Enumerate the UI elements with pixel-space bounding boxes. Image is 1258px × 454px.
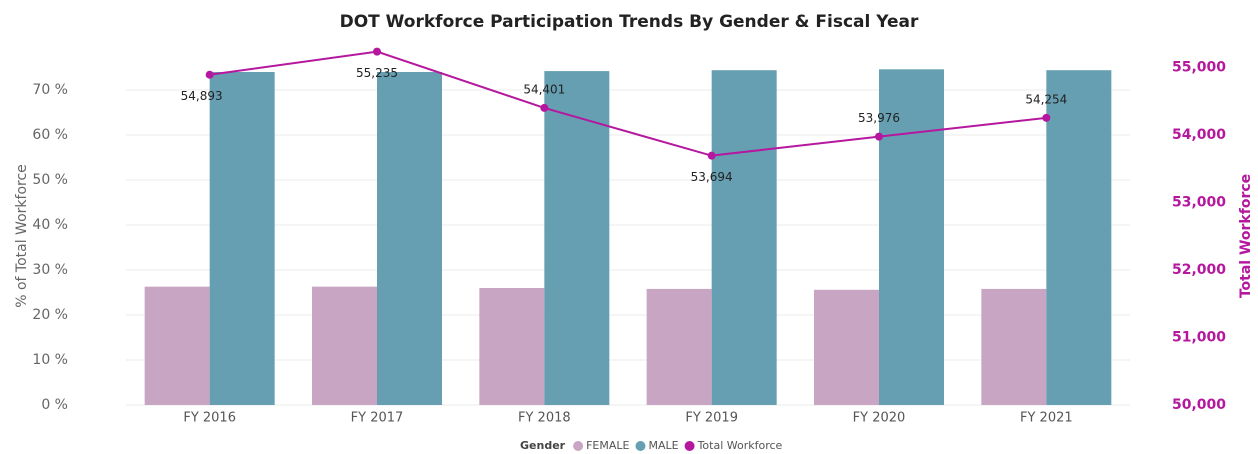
y2-tick-label: 54,000 — [1172, 127, 1226, 143]
x-tick-label: FY 2020 — [853, 411, 906, 426]
data-label: 55,235 — [356, 66, 398, 80]
legend-title: Gender — [520, 439, 566, 452]
legend-swatch — [684, 441, 695, 451]
legend-label: Total Workforce — [697, 439, 783, 452]
bar — [879, 69, 944, 406]
line — [209, 50, 1047, 157]
legend-label: FEMALE — [586, 439, 629, 452]
x-tick-label: FY 2018 — [518, 411, 571, 426]
line-point — [875, 132, 883, 141]
y-tick-label: 50 % — [32, 172, 68, 188]
data-label: 54,893 — [181, 89, 223, 103]
y-axis-title: % of Total Workforce — [14, 164, 30, 308]
x-tick-label: FY 2019 — [685, 411, 738, 426]
chart-title: DOT Workforce Participation Trends By Ge… — [340, 12, 919, 32]
bar — [981, 288, 1047, 405]
legend-label: MALE — [648, 439, 678, 452]
bar — [711, 70, 777, 405]
y2-tick-label: 55,000 — [1172, 60, 1226, 76]
y-tick-label: 40 % — [32, 217, 68, 233]
data-label: 53,694 — [691, 170, 733, 184]
bar — [646, 288, 712, 405]
bar — [544, 71, 610, 405]
bar — [1046, 70, 1112, 405]
bar — [144, 286, 210, 405]
x-tick-label: FY 2017 — [351, 411, 404, 426]
x-tick-label: FY 2021 — [1020, 411, 1073, 426]
line-point — [373, 47, 381, 56]
y2-tick-label: 53,000 — [1172, 195, 1226, 211]
legend-swatch — [635, 441, 646, 451]
y2-tick-label: 52,000 — [1172, 262, 1226, 278]
y-tick-label: 60 % — [32, 127, 68, 143]
legend-swatch — [573, 441, 584, 451]
y2-tick-label: 50,000 — [1172, 397, 1226, 413]
y-tick-label: 0 % — [41, 397, 68, 413]
bar — [479, 288, 545, 405]
y-tick-label: 20 % — [32, 307, 68, 323]
line-point — [1042, 113, 1051, 122]
line-point — [707, 151, 716, 160]
bar — [814, 289, 879, 405]
bar — [209, 72, 275, 405]
y2-tick-label: 51,000 — [1172, 330, 1226, 346]
x-tick-label: FY 2016 — [183, 411, 236, 426]
y-tick-label: 70 % — [32, 82, 68, 98]
line-point — [540, 103, 549, 112]
data-label: 54,401 — [523, 82, 565, 96]
y-tick-label: 30 % — [32, 262, 68, 278]
y2-axis-title: Total Workforce — [1238, 174, 1254, 298]
bar — [312, 286, 377, 405]
bar — [377, 72, 442, 405]
data-label: 54,254 — [1025, 92, 1067, 106]
y-tick-label: 10 % — [32, 352, 68, 368]
data-label: 53,976 — [858, 111, 900, 125]
line-point — [205, 70, 214, 79]
